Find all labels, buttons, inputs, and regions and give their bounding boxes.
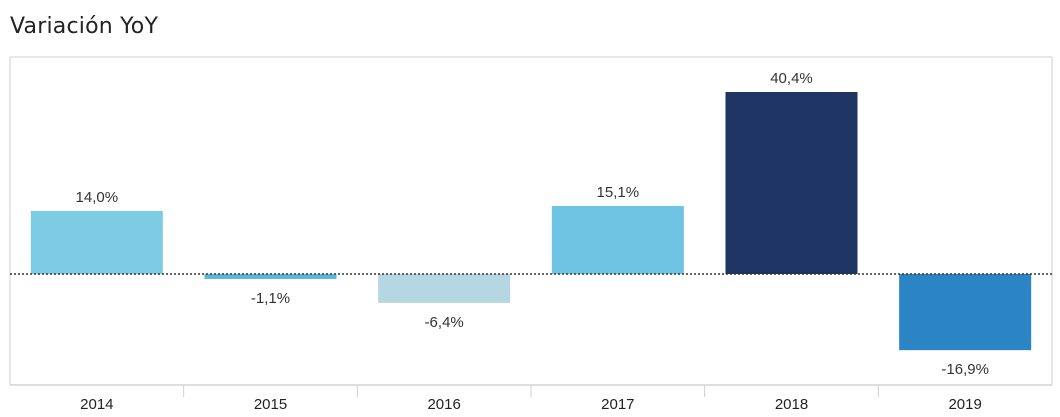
data-label-2019: -16,9% [941, 361, 989, 378]
bar-2015 [204, 274, 337, 279]
bar-2016 [378, 274, 511, 303]
data-label-2017: 15,1% [597, 184, 640, 201]
bar-2014 [30, 210, 163, 274]
x-tick-label-2014: 2014 [80, 396, 113, 413]
x-tick-label-2019: 2019 [948, 396, 981, 413]
x-tick-label-2018: 2018 [775, 396, 808, 413]
bar-2019 [899, 274, 1032, 351]
data-label-2015: -1,1% [251, 290, 290, 307]
x-tick-label-2017: 2017 [601, 396, 634, 413]
x-tick-label-2016: 2016 [427, 396, 460, 413]
bar-2017 [551, 205, 684, 274]
x-tick-label-2015: 2015 [254, 396, 287, 413]
data-label-2014: 14,0% [76, 189, 119, 206]
bar-2018 [725, 92, 858, 274]
data-label-2018: 40,4% [770, 70, 813, 87]
chart-title: Variación YoY [10, 14, 159, 39]
data-label-2016: -6,4% [425, 314, 464, 331]
